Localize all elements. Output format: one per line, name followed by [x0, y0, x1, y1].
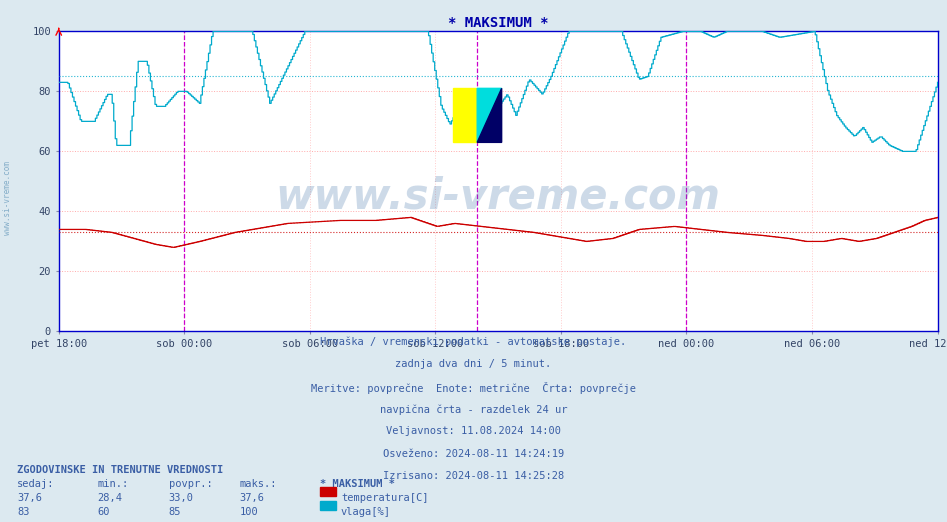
- Text: maks.:: maks.:: [240, 479, 277, 489]
- Title: * MAKSIMUM *: * MAKSIMUM *: [448, 16, 548, 30]
- Text: temperatura[C]: temperatura[C]: [341, 493, 428, 503]
- Text: povpr.:: povpr.:: [169, 479, 212, 489]
- Text: Meritve: povprečne  Enote: metrične  Črta: povprečje: Meritve: povprečne Enote: metrične Črta:…: [311, 382, 636, 394]
- Text: Osveženo: 2024-08-11 14:24:19: Osveženo: 2024-08-11 14:24:19: [383, 449, 564, 459]
- Text: 83: 83: [17, 507, 29, 517]
- Text: 100: 100: [240, 507, 259, 517]
- Text: sedaj:: sedaj:: [17, 479, 55, 489]
- Text: 37,6: 37,6: [17, 493, 42, 503]
- Text: www.si-vreme.com: www.si-vreme.com: [276, 175, 721, 217]
- Text: navpična črta - razdelek 24 ur: navpična črta - razdelek 24 ur: [380, 404, 567, 414]
- Text: 85: 85: [169, 507, 181, 517]
- Text: Izrisano: 2024-08-11 14:25:28: Izrisano: 2024-08-11 14:25:28: [383, 471, 564, 481]
- Text: * MAKSIMUM *: * MAKSIMUM *: [320, 479, 395, 489]
- Polygon shape: [477, 88, 502, 143]
- Text: 37,6: 37,6: [240, 493, 264, 503]
- Text: 60: 60: [98, 507, 110, 517]
- Polygon shape: [477, 88, 502, 143]
- Text: zadnja dva dni / 5 minut.: zadnja dva dni / 5 minut.: [396, 359, 551, 369]
- Text: vlaga[%]: vlaga[%]: [341, 507, 391, 517]
- Bar: [453, 88, 477, 143]
- Text: Veljavnost: 11.08.2024 14:00: Veljavnost: 11.08.2024 14:00: [386, 426, 561, 436]
- Text: ZGODOVINSKE IN TRENUTNE VREDNOSTI: ZGODOVINSKE IN TRENUTNE VREDNOSTI: [17, 465, 223, 474]
- Text: 28,4: 28,4: [98, 493, 122, 503]
- Text: www.si-vreme.com: www.si-vreme.com: [3, 161, 12, 235]
- Text: min.:: min.:: [98, 479, 129, 489]
- Text: Hrvaška / vremenski podatki - avtomatske postaje.: Hrvaška / vremenski podatki - avtomatske…: [320, 337, 627, 347]
- Text: 33,0: 33,0: [169, 493, 193, 503]
